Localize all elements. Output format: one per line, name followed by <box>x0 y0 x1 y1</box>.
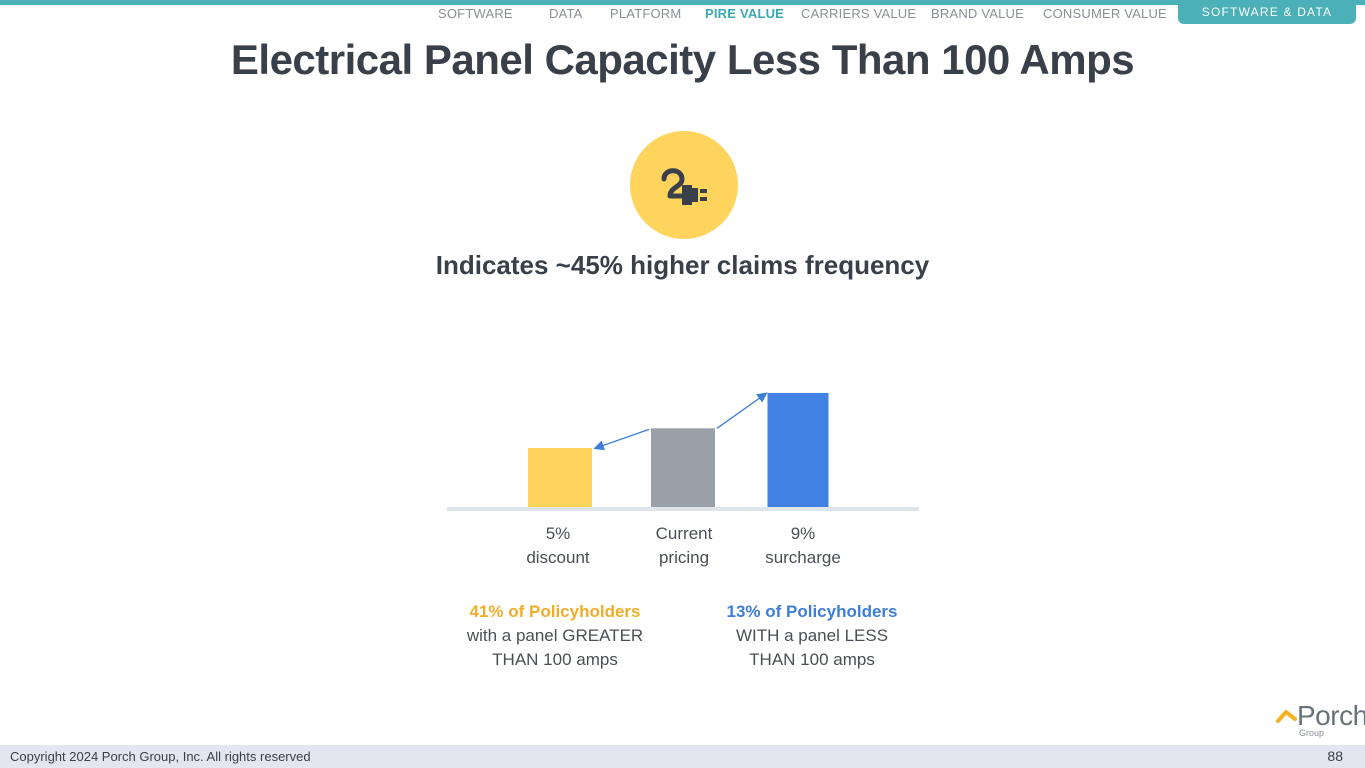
stat-highlight: 41% of Policyholders <box>469 602 641 621</box>
x-tick-label: 5% discount <box>526 524 590 567</box>
electric-plug-icon <box>661 168 707 205</box>
copyright-text: Copyright 2024 Porch Group, Inc. All rig… <box>10 749 311 764</box>
nav-software[interactable]: SOFTWARE <box>438 6 513 21</box>
bar-9-surcharge <box>767 392 829 507</box>
stat-line: THAN 100 amps <box>749 650 875 669</box>
page-title: Electrical Panel Capacity Less Than 100 … <box>230 36 1135 83</box>
stat-line: THAN 100 amps <box>492 650 618 669</box>
nav-consumer-value[interactable]: CONSUMER VALUE <box>1043 6 1167 21</box>
x-tick-label: 9% surcharge <box>765 524 841 567</box>
arrow-to-discount <box>593 428 650 451</box>
nav-platform[interactable]: PLATFORM <box>610 6 682 21</box>
bar-current-pricing <box>651 428 715 507</box>
logo-subtext: Group <box>1299 728 1325 738</box>
logo-wordmark: Porch <box>1297 700 1365 731</box>
headline: Indicates ~45% higher claims frequency <box>435 250 930 280</box>
x-tick-label: Current pricing <box>655 524 713 567</box>
footer: Copyright 2024 Porch Group, Inc. All rig… <box>0 745 1365 768</box>
roof-icon <box>1276 710 1297 723</box>
nav-carriers-value[interactable]: CARRIERS VALUE <box>801 6 917 21</box>
nav-brand-value[interactable]: BRAND VALUE <box>931 6 1024 21</box>
bar-5-discount <box>528 448 592 507</box>
top-accent-bar <box>0 0 1365 5</box>
porch-logo: Porch Group <box>1276 700 1365 742</box>
chart-baseline <box>447 507 919 511</box>
nav-data[interactable]: DATA <box>549 6 583 21</box>
stat-line: with a panel GREATER <box>466 626 644 645</box>
stat-line: WITH a panel LESS <box>735 626 889 645</box>
pricing-bar-chart <box>447 392 919 511</box>
section-tab[interactable]: SOFTWARE & DATA <box>1178 0 1356 24</box>
stat-greater-than-100: 41% of Policyholders with a panel GREATE… <box>435 600 675 672</box>
icon-badge <box>630 131 738 239</box>
stat-highlight: 13% of Policyholders <box>726 602 898 621</box>
arrow-to-surcharge <box>716 392 768 429</box>
stat-less-than-100: 13% of Policyholders WITH a panel LESS T… <box>692 600 932 672</box>
nav-pire-value[interactable]: PIRE VALUE <box>705 6 785 21</box>
page-number: 88 <box>1327 748 1343 764</box>
